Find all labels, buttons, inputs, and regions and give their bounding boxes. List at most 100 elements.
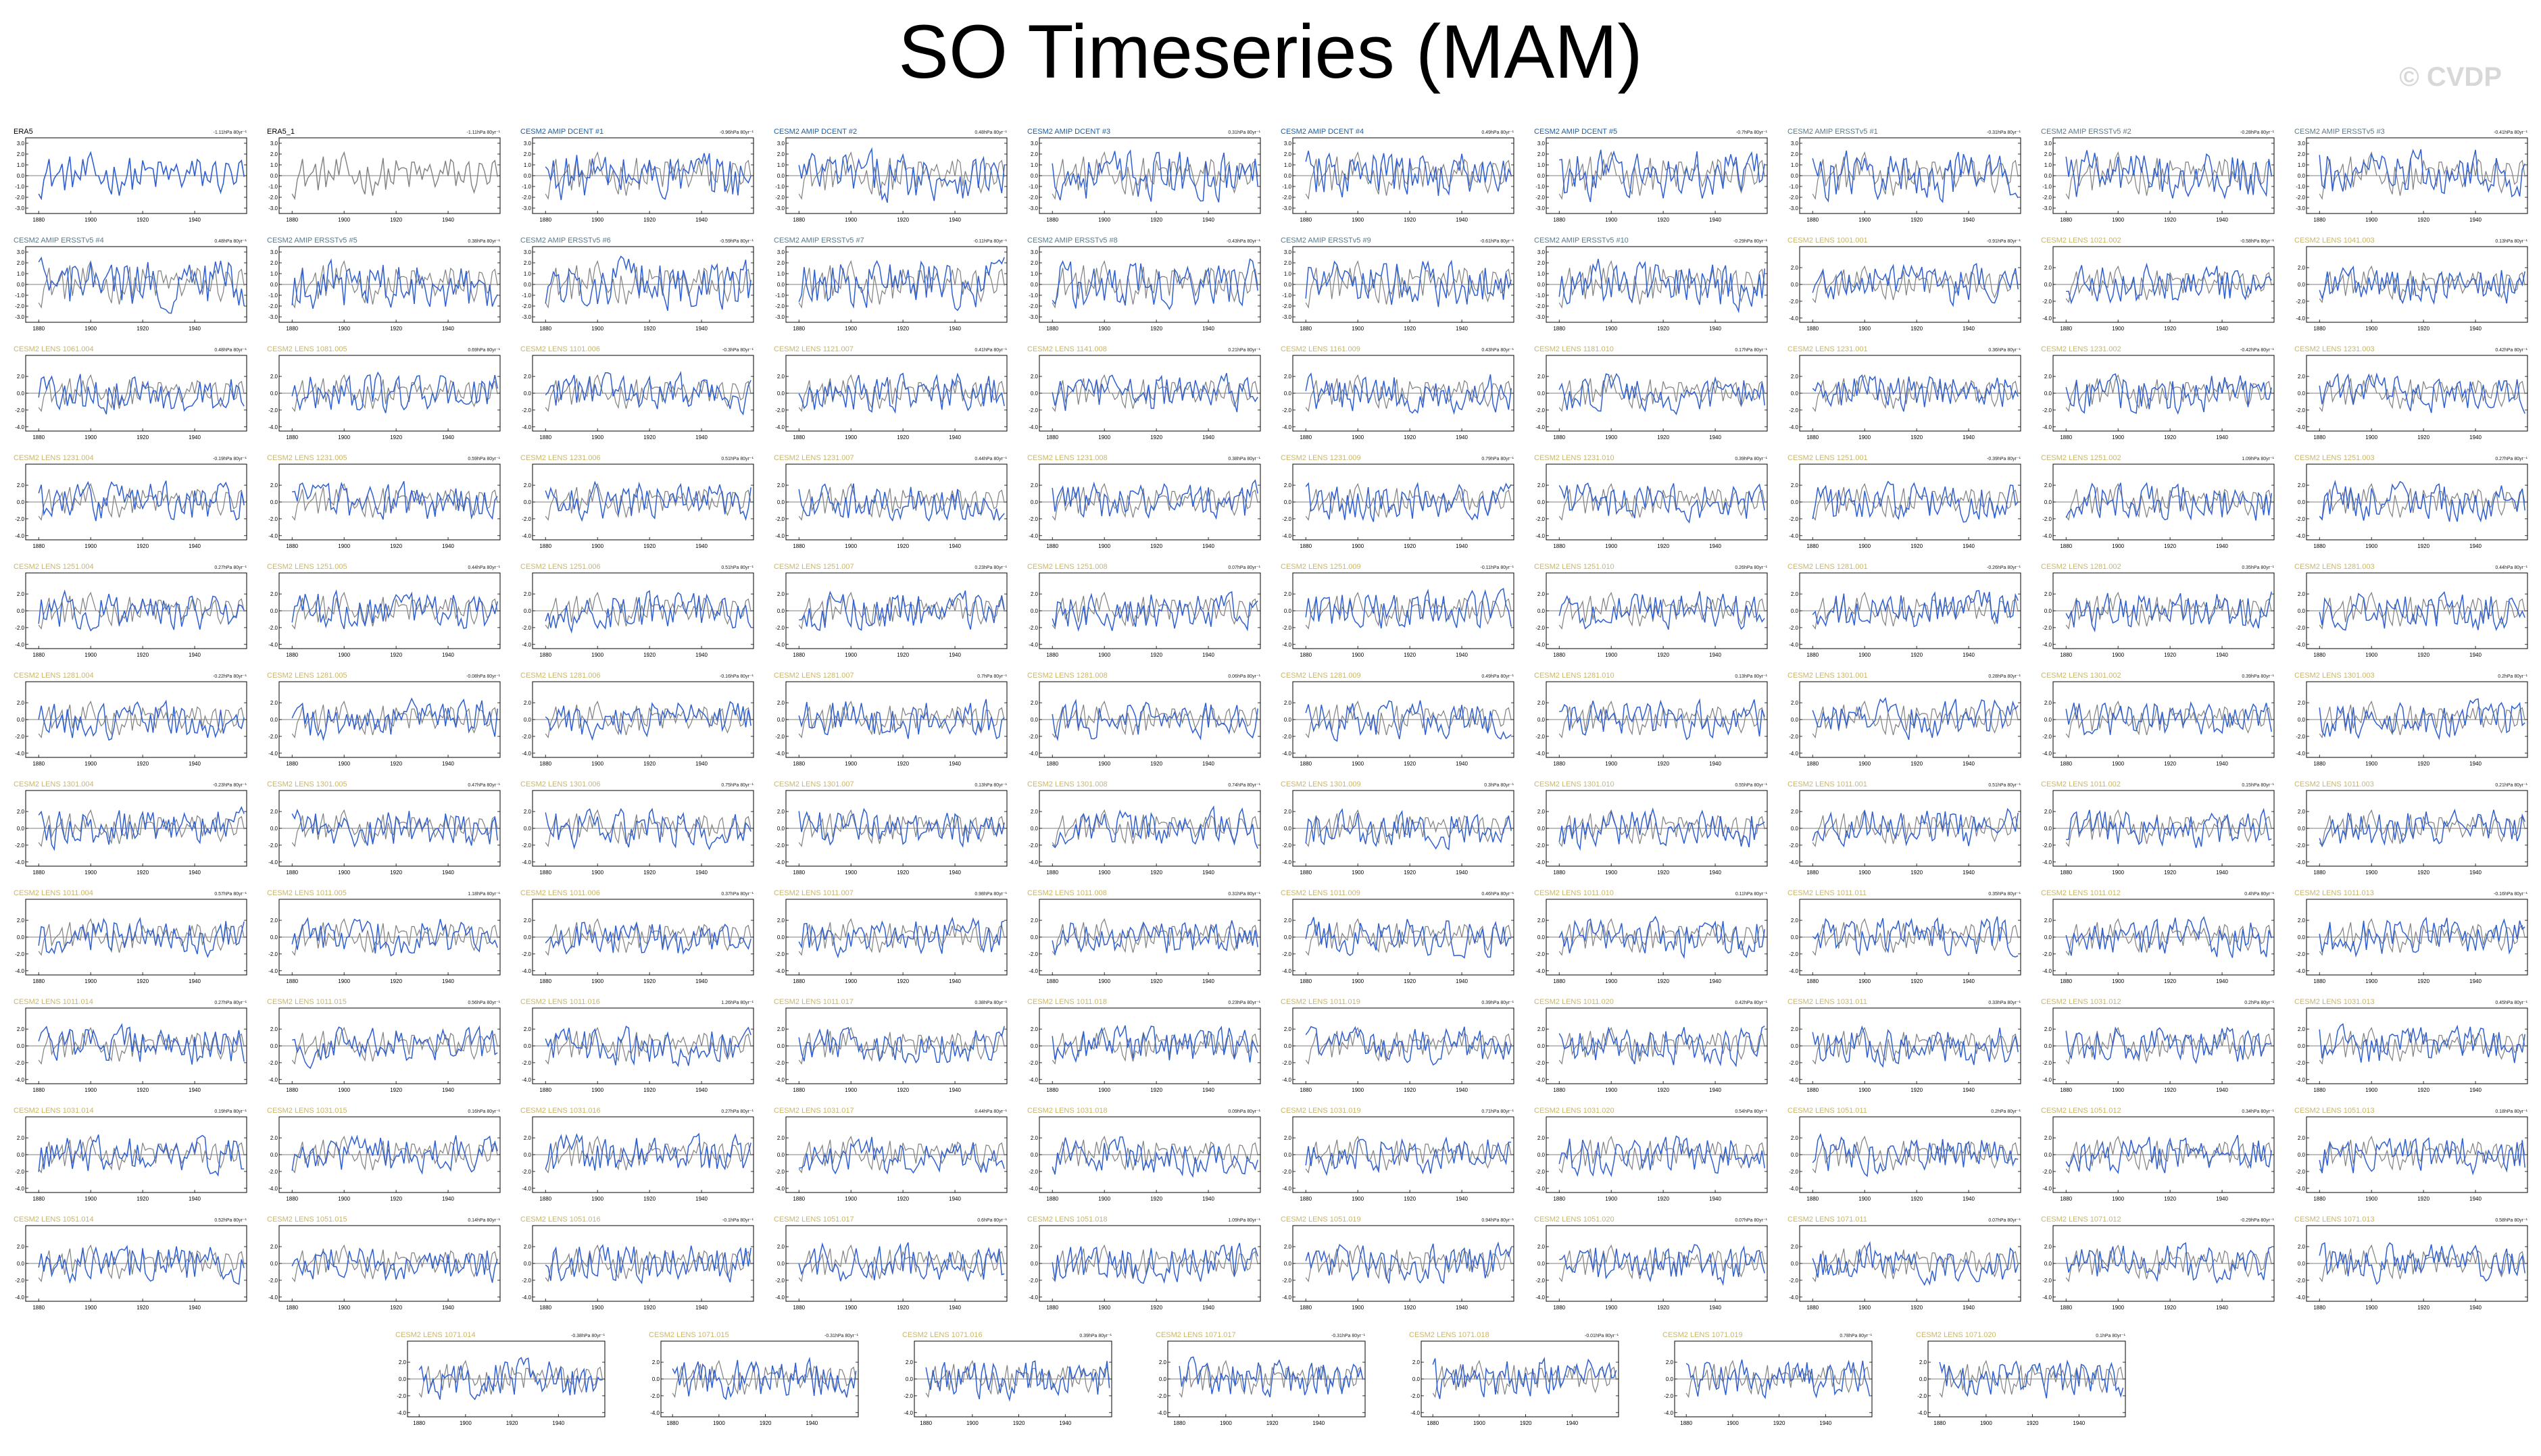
y-tick-label: -2.0 bbox=[1157, 1393, 1166, 1399]
overlay-line bbox=[1052, 1244, 1258, 1282]
y-tick-label: 0.0 bbox=[270, 391, 278, 397]
panel-title: CESM2 LENS 1011.009 bbox=[1281, 889, 1360, 897]
y-tick-label: -4.0 bbox=[2042, 1186, 2052, 1192]
y-tick-label: 0.0 bbox=[2044, 1043, 2052, 1049]
x-tick-label: 1900 bbox=[2365, 543, 2377, 549]
y-tick-label: 2.0 bbox=[1791, 700, 1799, 706]
panel-trend-label: 0.49hPa 80yr⁻¹ bbox=[1481, 674, 1514, 679]
overlay-line bbox=[1558, 1135, 1765, 1174]
y-tick-label: 2.0 bbox=[270, 591, 278, 597]
y-tick-label: -2.0 bbox=[1535, 625, 1545, 631]
y-tick-label: -4.0 bbox=[522, 642, 531, 648]
y-tick-label: 0.0 bbox=[1412, 1376, 1421, 1382]
x-tick-label: 1900 bbox=[2112, 1305, 2124, 1311]
y-tick-label: 0.0 bbox=[1537, 1261, 1546, 1267]
y-tick-label: -2.0 bbox=[2296, 516, 2305, 522]
panel-trend-label: 0.47hPa 80yr⁻¹ bbox=[468, 783, 500, 788]
y-tick-label: -4.0 bbox=[268, 642, 278, 648]
y-tick-label: -2.0 bbox=[2042, 1060, 2052, 1066]
series-line bbox=[545, 255, 751, 311]
x-tick-label: 1900 bbox=[1858, 1087, 1871, 1093]
y-tick-label: -4.0 bbox=[1535, 642, 1545, 648]
x-tick-label: 1920 bbox=[643, 1305, 656, 1311]
y-tick-label: 0.0 bbox=[17, 717, 25, 723]
x-tick-label: 1940 bbox=[189, 434, 201, 441]
overlay-line bbox=[1812, 1026, 2019, 1065]
x-tick-label: 1900 bbox=[1858, 543, 1871, 549]
series-line bbox=[38, 699, 245, 741]
x-tick-label: 1880 bbox=[793, 543, 805, 549]
y-tick-label: -1.0 bbox=[15, 293, 24, 299]
x-tick-label: 1920 bbox=[897, 978, 909, 984]
y-tick-label: 2.0 bbox=[2044, 918, 2052, 924]
x-tick-label: 1920 bbox=[137, 1087, 149, 1093]
x-tick-label: 1880 bbox=[2313, 1196, 2325, 1202]
y-tick-label: -4.0 bbox=[1029, 968, 1038, 974]
panel: CESM2 LENS 1011.004 0.57hPa 80yr⁻¹2.00.0-… bbox=[14, 889, 247, 984]
panel: CESM2 LENS 1031.020 0.54hPa 80yr⁻¹2.00.0-… bbox=[1534, 1107, 1768, 1202]
y-tick-label: -2.0 bbox=[1029, 951, 1038, 957]
y-tick-label: 0.0 bbox=[2044, 391, 2052, 397]
y-tick-label: -2.0 bbox=[268, 951, 278, 957]
y-tick-label: -4.0 bbox=[2296, 859, 2305, 865]
panel: CESM2 LENS 1011.013 -0.16hPa 80yr⁻¹2.00.0… bbox=[2294, 889, 2528, 984]
y-tick-label: 0.0 bbox=[1791, 826, 1799, 832]
panel-title: CESM2 LENS 1011.017 bbox=[774, 998, 854, 1006]
x-tick-label: 1940 bbox=[695, 434, 708, 441]
x-tick-label: 1920 bbox=[137, 978, 149, 984]
overlay-line bbox=[545, 374, 751, 412]
y-tick-label: -1.0 bbox=[15, 184, 24, 190]
x-tick-label: 1940 bbox=[2216, 434, 2228, 441]
y-tick-label: -4.0 bbox=[15, 968, 24, 974]
panel-trend-label: 0.18hPa 80yr⁻¹ bbox=[2495, 1109, 2527, 1114]
panel: CESM2 AMIP ERSSTv5 #6 -0.59hPa 80yr⁻¹3.02… bbox=[520, 236, 754, 332]
x-tick-label: 1900 bbox=[2365, 1305, 2377, 1311]
y-tick-label: -3.0 bbox=[2042, 205, 2052, 211]
panel-title: CESM2 AMIP DCENT #4 bbox=[1281, 128, 1364, 136]
x-tick-label: 1940 bbox=[949, 217, 961, 223]
y-tick-label: -2.0 bbox=[1029, 843, 1038, 849]
panel-title: CESM2 AMIP ERSSTv5 #3 bbox=[2294, 128, 2385, 136]
panel: CESM2 LENS 1231.006 0.51hPa 80yr⁻¹2.00.0-… bbox=[520, 454, 754, 549]
series-line bbox=[1305, 1026, 1512, 1066]
overlay-line bbox=[1812, 809, 2019, 847]
y-tick-label: 3.0 bbox=[2298, 141, 2306, 147]
y-tick-label: 0.0 bbox=[524, 717, 532, 723]
x-tick-label: 1880 bbox=[2313, 870, 2325, 876]
x-tick-label: 1920 bbox=[1910, 870, 1923, 876]
overlay-line bbox=[1052, 918, 1258, 956]
y-tick-label: 2.0 bbox=[524, 591, 532, 597]
y-tick-label: -3.0 bbox=[15, 314, 24, 320]
x-tick-label: 1880 bbox=[1300, 434, 1312, 441]
x-tick-label: 1940 bbox=[1963, 870, 1975, 876]
y-tick-label: -4.0 bbox=[268, 751, 278, 757]
x-tick-label: 1880 bbox=[286, 1087, 298, 1093]
y-tick-label: 0.0 bbox=[270, 1043, 278, 1049]
panel-trend-label: 0.31hPa 80yr⁻¹ bbox=[1228, 130, 1260, 135]
x-tick-label: 1940 bbox=[1963, 1305, 1975, 1311]
panel-trend-label: -0.16hPa 80yr⁻¹ bbox=[720, 674, 754, 679]
panel-trend-label: 1.09hPa 80yr⁻¹ bbox=[1228, 1218, 1260, 1223]
series-line bbox=[1052, 591, 1258, 632]
x-tick-label: 1920 bbox=[506, 1420, 518, 1426]
y-tick-label: -2.0 bbox=[522, 951, 531, 957]
panel-trend-label: -0.31hPa 80yr⁻¹ bbox=[824, 1334, 859, 1338]
y-tick-label: 3.0 bbox=[270, 249, 278, 255]
y-tick-label: -3.0 bbox=[1535, 314, 1545, 320]
x-tick-label: 1940 bbox=[1202, 326, 1214, 332]
x-tick-label: 1900 bbox=[1605, 1305, 1617, 1311]
y-tick-label: 2.0 bbox=[270, 1026, 278, 1032]
y-tick-label: 2.0 bbox=[524, 809, 532, 815]
y-tick-label: -3.0 bbox=[775, 314, 785, 320]
panel-title: CESM2 LENS 1071.013 bbox=[2294, 1215, 2375, 1224]
panel: CESM2 LENS 1011.011 0.35hPa 80yr⁻¹2.00.0-… bbox=[1787, 889, 2021, 984]
x-tick-label: 1920 bbox=[390, 543, 402, 549]
y-tick-label: 1.0 bbox=[777, 271, 785, 277]
y-tick-label: 0.0 bbox=[17, 173, 25, 179]
y-tick-label: -2.0 bbox=[268, 1169, 278, 1175]
panel-trend-label: 0.4hPa 80yr⁻¹ bbox=[2244, 892, 2274, 897]
x-tick-label: 1920 bbox=[897, 761, 909, 767]
x-tick-label: 1920 bbox=[2164, 434, 2176, 441]
x-tick-label: 1920 bbox=[2417, 870, 2429, 876]
panel-title: CESM2 LENS 1251.004 bbox=[14, 563, 94, 571]
